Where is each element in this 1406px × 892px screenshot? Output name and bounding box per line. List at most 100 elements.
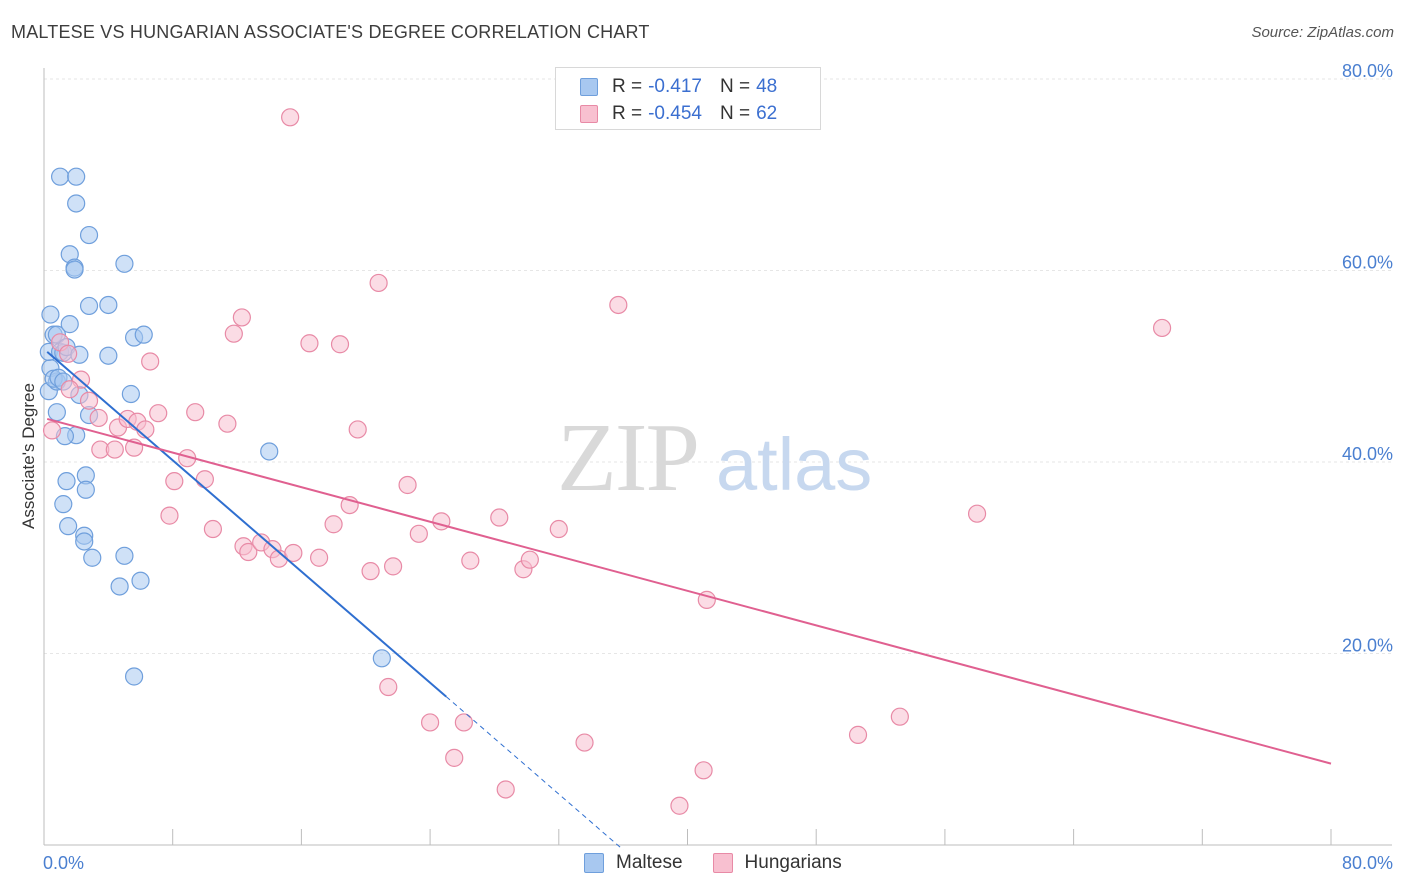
data-point (372, 649, 391, 668)
series-maltese (39, 167, 391, 686)
data-point (67, 167, 86, 186)
data-point (149, 404, 168, 423)
r-value: -0.417 (648, 76, 702, 97)
legend-row-hungarians: R = -0.454 N = 62 (580, 101, 795, 127)
y-tick-label: 40.0% (1342, 444, 1393, 464)
data-point (99, 346, 118, 365)
data-point (421, 713, 440, 732)
n-value: 62 (756, 103, 778, 124)
data-point (105, 440, 124, 459)
maltese-legend-swatch (584, 853, 604, 873)
data-point (75, 532, 94, 551)
data-point (57, 472, 76, 491)
data-point (670, 796, 689, 815)
legend-row-maltese: R = -0.417 N = 48 (580, 74, 795, 100)
data-point (76, 480, 95, 499)
x-tick-label-min: 0.0% (43, 853, 84, 873)
data-point (379, 677, 398, 697)
y-axis-label: Associate's Degree (19, 383, 38, 529)
data-point (324, 515, 343, 534)
data-point (41, 305, 60, 324)
data-point (59, 344, 78, 363)
y-tick-label: 80.0% (1342, 61, 1393, 81)
maltese-swatch (580, 78, 598, 96)
n-key: N = (719, 103, 751, 124)
x-tick-label-max: 80.0% (1342, 853, 1393, 873)
correlation-legend: R = -0.417 N = 48 R = -0.454 N = 62 (555, 67, 821, 130)
data-point (260, 442, 279, 461)
tick-labels: 20.0% 40.0% 60.0% 80.0% 0.0% 80.0% (43, 61, 1393, 873)
data-point (461, 551, 480, 570)
data-point (454, 713, 473, 732)
data-point (134, 325, 153, 344)
data-point (50, 167, 70, 186)
y-tick-label: 60.0% (1342, 253, 1393, 273)
legend-item-hungarians: Hungarians (712, 852, 842, 874)
hungarians-legend-label: Hungarians (744, 852, 842, 873)
data-point (398, 475, 417, 495)
trend-line-hungarians (46, 417, 1332, 765)
data-point (575, 733, 594, 752)
data-point (110, 577, 129, 596)
data-point (89, 408, 108, 428)
data-point (60, 380, 79, 399)
data-point (348, 420, 367, 439)
trend-lines (46, 351, 1332, 851)
data-point (224, 324, 243, 343)
axes (43, 68, 1392, 846)
data-point (115, 546, 134, 565)
watermark: ZIP atlas (557, 404, 872, 512)
data-point (99, 295, 118, 315)
chart-title: MALTESE VS HUNGARIAN ASSOCIATE'S DEGREE … (11, 22, 650, 42)
data-point (232, 308, 251, 327)
data-point (54, 495, 73, 514)
hungarians-swatch (580, 105, 598, 123)
hungarians-legend-swatch (712, 853, 733, 873)
data-point (186, 403, 205, 422)
data-point (361, 562, 380, 581)
legend-item-maltese: Maltese (584, 852, 683, 874)
data-point (609, 295, 628, 315)
data-point (203, 519, 223, 539)
data-point (195, 470, 214, 489)
data-point (281, 108, 300, 127)
source-credit: Source: ZipAtlas.com (1251, 24, 1394, 41)
data-point (383, 557, 403, 576)
trend-line-extension (445, 696, 624, 851)
data-point (848, 725, 868, 744)
data-point (369, 273, 388, 293)
trend-line-maltese (46, 351, 447, 698)
watermark-zip: ZIP (557, 404, 698, 512)
data-point (60, 315, 79, 334)
data-point (520, 550, 539, 569)
data-point (124, 667, 144, 686)
data-point (409, 524, 428, 543)
data-point (490, 508, 509, 527)
data-point (330, 335, 350, 354)
data-point (309, 548, 329, 567)
data-point (160, 506, 179, 525)
data-point (121, 384, 140, 404)
data-point (445, 748, 464, 767)
watermark-atlas: atlas (716, 423, 872, 506)
data-point (67, 194, 86, 213)
data-point (47, 403, 66, 422)
gridlines (44, 78, 1392, 654)
data-point (1152, 318, 1172, 338)
data-point (967, 504, 987, 523)
data-point (59, 517, 78, 536)
data-point (83, 548, 102, 567)
data-point (79, 225, 99, 245)
data-point (218, 414, 237, 433)
series-legend: Maltese Hungarians (584, 852, 872, 874)
data-point (694, 761, 713, 780)
data-point (65, 260, 84, 279)
r-value: -0.454 (648, 103, 702, 124)
data-point (141, 352, 160, 371)
data-point (496, 780, 515, 799)
maltese-legend-label: Maltese (616, 852, 683, 873)
n-value: 48 (756, 76, 778, 97)
n-key: N = (719, 76, 751, 97)
data-point (284, 543, 303, 563)
